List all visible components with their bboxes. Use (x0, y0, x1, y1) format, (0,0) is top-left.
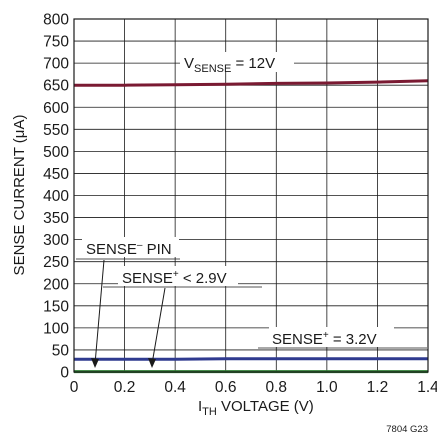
sense-plus-32-label-bg (269, 327, 394, 347)
y-tick-label: 100 (43, 320, 69, 337)
y-tick-label: 350 (43, 210, 69, 227)
y-tick-label: 800 (43, 12, 69, 29)
y-tick-label: 200 (43, 276, 69, 293)
y-tick-label: 700 (43, 56, 69, 73)
x-tick-label: 1.4 (417, 379, 437, 396)
x-tick-label: 1.2 (367, 379, 389, 396)
series-line-0 (74, 79, 429, 87)
y-tick-label: 650 (43, 78, 69, 95)
y-tick-label: 750 (43, 34, 69, 51)
vsense-label: VSENSE = 12V (184, 55, 275, 75)
sense-minus-arrowhead (91, 358, 99, 368)
sense-minus-arrow-line (94, 259, 105, 365)
sense-plus-29-label: SENSE+ < 2.9V (122, 269, 227, 287)
y-tick-label: 600 (43, 100, 69, 117)
sense-minus-pin-label: SENSE– PIN (86, 240, 172, 258)
y-axis-title: SENSE CURRENT (μA) (11, 115, 28, 276)
x-tick-label: 0.4 (164, 379, 186, 396)
y-tick-label: 250 (43, 254, 69, 271)
y-tick-label: 450 (43, 166, 69, 183)
x-tick-label: 0.8 (266, 379, 288, 396)
y-tick-label: 0 (60, 365, 69, 382)
sense-plus-32-label: SENSE+ = 3.2V (272, 330, 377, 348)
x-tick-label: 0 (70, 379, 79, 396)
y-tick-label: 300 (43, 232, 69, 249)
sense-plus-29-label-bg (118, 266, 238, 286)
x-tick-labels: 0 0.2 0.4 0.6 0.8 1.0 1.2 1.4 (70, 379, 437, 396)
sense-plus-29-arrow-line (151, 287, 166, 365)
figure-code: 7804 G23 (386, 424, 428, 435)
y-tick-label: 50 (52, 342, 70, 359)
x-axis-title: ITH VOLTAGE (V) (198, 398, 314, 418)
plot-frame (73, 18, 429, 373)
y-tick-label: 500 (43, 144, 69, 161)
y-tick-label: 150 (43, 298, 69, 315)
sense-minus-label-bg (82, 237, 179, 257)
y-tick-labels: 0 50 100 150 200 250 300 350 400 450 500 550 600 650 7… (43, 12, 69, 382)
x-tick-label: 1.0 (316, 379, 338, 396)
annotations: VSENSE = 12V SENSE+ = 3.2V SENSE– PIN SE… (76, 52, 427, 368)
vsense-label-bg (180, 52, 294, 72)
x-tick-label: 0.2 (114, 379, 136, 396)
y-tick-label: 400 (43, 188, 69, 205)
y-tick-label: 550 (43, 122, 69, 139)
x-tick-label: 0.6 (215, 379, 237, 396)
sense-plus-29-arrowhead (148, 358, 156, 368)
